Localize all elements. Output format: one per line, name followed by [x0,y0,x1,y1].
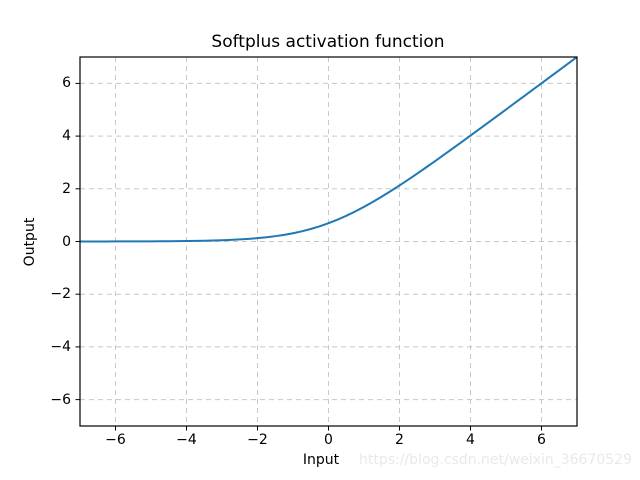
plot-area [75,56,578,431]
x-tick-label: 6 [537,432,546,448]
x-tick-label: 0 [324,432,333,448]
x-tick-label: −4 [176,432,197,448]
y-tick-label: −2 [50,286,71,303]
y-tick-label: 2 [62,180,71,197]
x-tick-label: 4 [466,432,475,448]
y-tick-label: 0 [62,233,71,250]
x-tick-label: −6 [105,432,126,448]
x-axis-label: Input [302,452,340,468]
y-tick-label: 4 [62,128,71,145]
y-tick-label: −4 [50,338,71,355]
x-tick-label: 2 [395,432,404,448]
y-tick-label: 6 [62,75,71,92]
watermark-url: https://blog.csdn.net/weixin_36670529 [358,452,632,468]
chart-title: Softplus activation function [211,32,445,52]
x-tick-label: −2 [247,432,268,448]
curve-softplus [80,57,577,243]
y-axis-label: Output [22,217,38,267]
y-tick-label: −6 [50,391,71,408]
